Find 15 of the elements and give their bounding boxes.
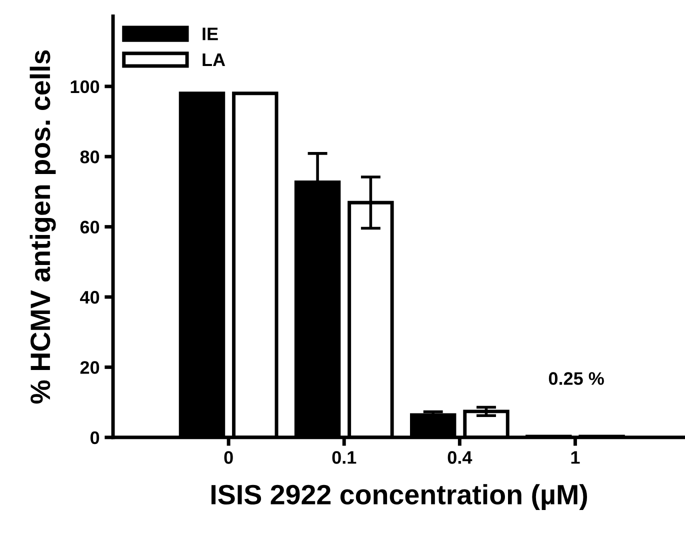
x-tick-label: 1 bbox=[571, 451, 580, 464]
x-axis-title: ISIS 2922 concentration (µM) bbox=[212, 484, 588, 510]
y-tick-label: 20 bbox=[80, 361, 100, 374]
y-tick-label: 100 bbox=[70, 80, 100, 94]
x-tick-label: 0 bbox=[224, 451, 233, 464]
y-tick-label: 80 bbox=[80, 150, 100, 164]
legend-label: IE bbox=[202, 28, 218, 40]
y-axis-title: % HCMV antigen pos. cells bbox=[30, 50, 56, 404]
annotation: 0.25 % bbox=[548, 372, 604, 385]
y-tick-label: 40 bbox=[80, 290, 100, 304]
y-tick-label: 0 bbox=[90, 431, 100, 444]
x-tick-label: 0.1 bbox=[332, 451, 356, 464]
y-tick-label: 60 bbox=[80, 220, 100, 234]
x-tick-label: 0.4 bbox=[448, 451, 472, 464]
legend-label: LA bbox=[202, 54, 226, 66]
